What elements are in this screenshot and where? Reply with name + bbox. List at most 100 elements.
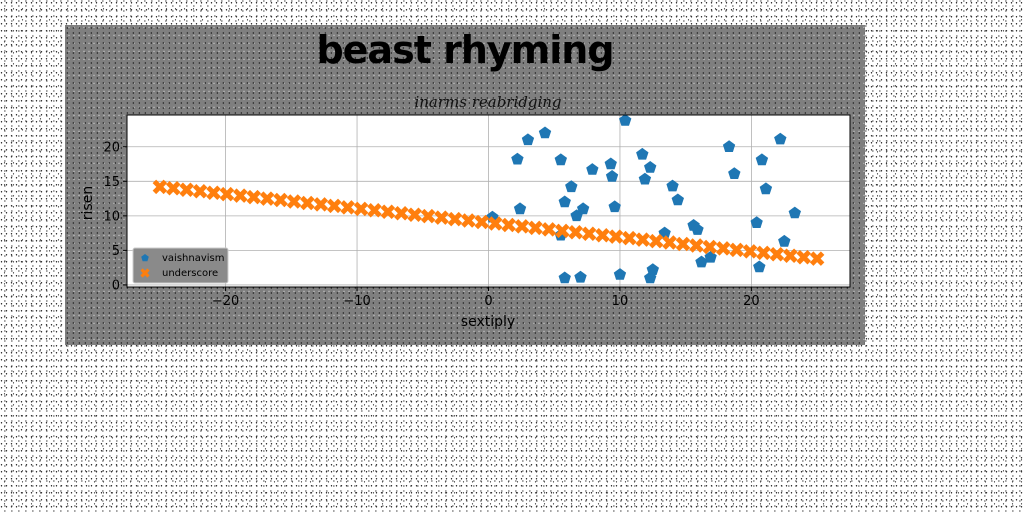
scatter-chart: beast rhyming inarms reabridging −20 −10 0… [80, 28, 851, 330]
underscore-point [581, 226, 597, 242]
underscore-point [300, 195, 315, 211]
underscore-point [729, 242, 744, 258]
x-tick-label: −10 [343, 294, 370, 309]
underscore-point [783, 248, 798, 263]
vaishnavism-point [671, 193, 684, 206]
vaishnavism-point [750, 216, 763, 228]
vaishnavism-point [759, 182, 773, 195]
vaishnavism-point [638, 172, 652, 185]
underscore-point [219, 186, 235, 202]
vaishnavism-point [658, 226, 671, 239]
x-marker-stroke [286, 194, 302, 209]
vaishnavism-point [728, 167, 741, 179]
vaishnavism-point [666, 179, 679, 192]
underscore-point [326, 198, 342, 214]
x-marker-stroke [394, 205, 409, 221]
vaishnavism-point [619, 114, 632, 126]
x-marker-stroke [783, 248, 798, 263]
x-marker-stroke [487, 216, 503, 231]
vaishnavism-point [605, 170, 619, 182]
x-marker-stroke [166, 181, 181, 196]
x-marker-stroke [434, 210, 449, 225]
x-marker-stroke [219, 186, 235, 202]
underscore-point [568, 225, 583, 240]
x-marker-stroke [140, 268, 150, 278]
x-marker-stroke [715, 241, 731, 256]
underscore-point [286, 194, 302, 209]
underscore-point [715, 241, 731, 256]
vaishnavism-point [755, 153, 769, 166]
underscore-point [756, 245, 771, 261]
underscore-point [809, 251, 825, 266]
vaishnavism-point [788, 206, 801, 219]
x-marker-stroke [675, 236, 691, 252]
x-marker-stroke [259, 191, 275, 206]
chart-subtitle: inarms reabridging [414, 93, 561, 111]
underscore-point [353, 201, 369, 217]
underscore-point [313, 197, 329, 212]
x-marker-stroke [608, 229, 624, 244]
underscore-point [367, 203, 382, 218]
x-marker-stroke [179, 182, 194, 198]
vaishnavism-point [608, 200, 621, 213]
vaishnavism-point [695, 255, 708, 268]
legend-marker-underscore [140, 268, 150, 278]
vaishnavism-point [565, 180, 578, 193]
x-marker-stroke [340, 200, 355, 215]
underscore-point [474, 214, 490, 230]
underscore-point [622, 230, 637, 246]
x-marker-stroke [756, 245, 771, 261]
underscore-point [635, 232, 651, 247]
x-marker-stroke [742, 244, 758, 259]
vaishnavism-point [586, 163, 599, 175]
legend-x-marker [140, 268, 150, 278]
legend-label-underscore: underscore [162, 268, 218, 279]
x-marker-stroke [501, 217, 516, 233]
underscore-point [206, 185, 221, 200]
vaishnavism-point [511, 152, 524, 165]
y-axis-label: risen [80, 186, 96, 220]
x-tick-label: 10 [612, 294, 629, 309]
plot-frame [126, 114, 851, 288]
underscore-point [166, 181, 181, 196]
x-marker-stroke [769, 247, 785, 262]
x-marker-stroke [541, 222, 557, 237]
underscore-point [420, 208, 436, 224]
underscore-point [434, 210, 449, 225]
vaishnavism-point [753, 260, 766, 273]
underscore-point [340, 200, 355, 215]
vaishnavism-point [538, 126, 552, 139]
underscore-point [246, 189, 262, 205]
underscore-point [675, 236, 691, 252]
vaishnavism-point [521, 133, 535, 146]
x-marker-stroke [447, 211, 463, 227]
underscore-point [541, 222, 557, 237]
underscore-point [769, 247, 785, 262]
underscore-point [380, 204, 396, 220]
x-marker-stroke [300, 195, 315, 211]
x-marker-stroke [581, 226, 597, 242]
x-marker-stroke [407, 207, 422, 222]
x-marker-stroke [380, 204, 396, 220]
x-marker-stroke [246, 189, 262, 205]
y-tick-label: 10 [103, 209, 120, 224]
figure-background: beast rhyming inarms reabridging −20 −10 0… [65, 25, 865, 345]
x-marker-stroke [635, 232, 651, 247]
underscore-point [702, 239, 718, 255]
underscore-point [648, 233, 664, 249]
x-marker-stroke [233, 188, 248, 203]
vaishnavism-point [558, 195, 571, 208]
vaishnavism-point [774, 132, 787, 145]
vaishnavism-point [554, 153, 567, 166]
underscore-point [407, 207, 422, 222]
underscore-point [447, 211, 463, 227]
x-marker-stroke [420, 208, 436, 224]
underscore-point [461, 213, 476, 228]
legend: vaishnavism underscore [132, 247, 229, 284]
x-marker-stroke [648, 233, 664, 249]
underscore-point [608, 229, 624, 244]
x-marker-stroke [595, 227, 610, 243]
vaishnavism-point [613, 268, 627, 280]
legend-pentagon-marker [141, 254, 149, 262]
x-axis-label: sextiply [461, 314, 515, 330]
